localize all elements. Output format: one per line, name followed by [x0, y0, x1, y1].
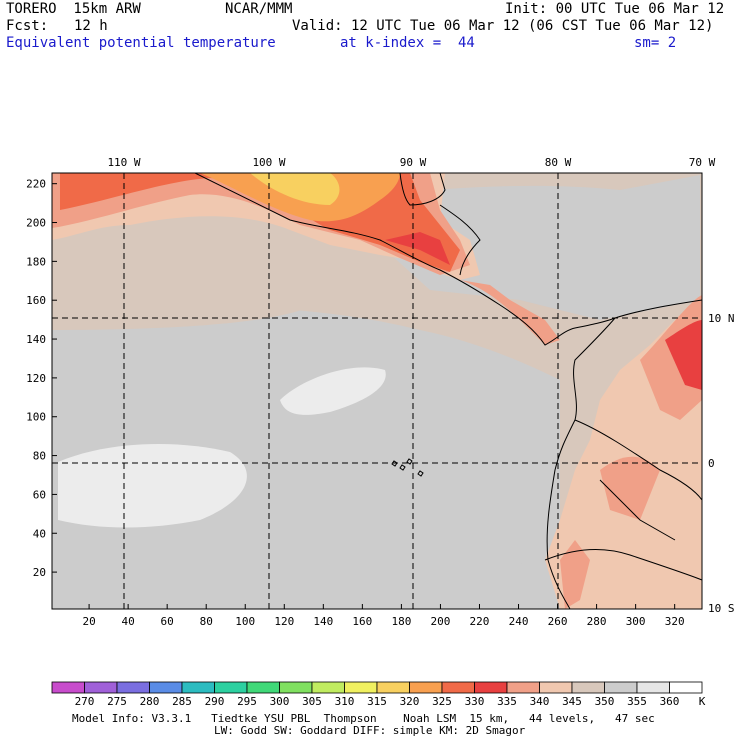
x-tick-label: 180 [391, 615, 411, 628]
organization: NCAR/MMM [225, 1, 293, 17]
colorbar-level: 290 [205, 695, 225, 708]
colorbar-swatch [84, 681, 118, 694]
y-tick-label: 20 [33, 566, 46, 579]
colorbar-level: 280 [140, 695, 160, 708]
level-info: at k-index = 44 [340, 35, 475, 51]
y-tick-label: 140 [26, 333, 46, 346]
lon-label: 100 W [252, 156, 285, 169]
lon-label: 80 W [545, 156, 572, 169]
colorbar-unit: K [699, 695, 706, 708]
x-tick-label: 200 [431, 615, 451, 628]
colorbar-swatch [344, 681, 378, 694]
colorbar-level: 305 [302, 695, 322, 708]
model-info: Model Info: V3.3.1 Tiedtke YSU PBL Thomp… [72, 712, 655, 725]
colorbar-level: 295 [237, 695, 257, 708]
x-tick-label: 140 [313, 615, 333, 628]
colorbar-swatch [669, 681, 703, 694]
colorbar-level: 320 [400, 695, 420, 708]
colorbar-swatch [246, 681, 280, 694]
colorbar-swatch [441, 681, 475, 694]
temperature-field [52, 173, 702, 609]
smoothing-info: sm= 2 [634, 35, 677, 51]
y-tick-label: 40 [33, 527, 46, 540]
colorbar-level: 350 [595, 695, 615, 708]
colorbar-level: 285 [172, 695, 192, 708]
colorbar-swatch [376, 681, 410, 694]
lat-label: 10 N [708, 312, 735, 325]
x-tick-label: 40 [122, 615, 135, 628]
colorbar-swatch [279, 681, 313, 694]
forecast-hour: 12 h [74, 18, 108, 34]
x-tick-label: 280 [587, 615, 607, 628]
forecast-label: Fcst: [6, 18, 49, 34]
x-tick-label: 100 [235, 615, 255, 628]
lon-label: 90 W [400, 156, 427, 169]
lon-label: 110 W [107, 156, 140, 169]
x-tick-label: 20 [82, 615, 95, 628]
colorbar-swatch [604, 681, 638, 694]
lon-label: 70 W [689, 156, 716, 169]
x-tick-label: 80 [200, 615, 213, 628]
colorbar-swatch [116, 681, 150, 694]
x-tick-label: 300 [626, 615, 646, 628]
colorbar-swatch [474, 681, 508, 694]
valid-time: Valid: 12 UTC Tue 06 Mar 12 (06 CST Tue … [292, 18, 714, 34]
x-tick-label: 260 [548, 615, 568, 628]
colorbar-level: 275 [107, 695, 127, 708]
colorbar-swatch [506, 681, 540, 694]
x-tick-label: 220 [470, 615, 490, 628]
tick-marks [52, 183, 676, 609]
plot-frame [51, 172, 703, 610]
x-tick-label: 120 [274, 615, 294, 628]
y-tick-label: 220 [26, 178, 46, 191]
x-tick-label: 160 [352, 615, 372, 628]
colorbar-level: 300 [270, 695, 290, 708]
init-time: Init: 00 UTC Tue 06 Mar 12 [505, 1, 725, 17]
colorbar-level: 355 [627, 695, 647, 708]
lat-label: 10 S [708, 602, 735, 615]
colorbar-swatch [181, 681, 215, 694]
x-tick-label: 320 [665, 615, 685, 628]
colorbar-level: 270 [75, 695, 95, 708]
colorbar [51, 681, 703, 694]
colorbar-level: 360 [660, 695, 680, 708]
colorbar-level: 310 [335, 695, 355, 708]
y-tick-label: 100 [26, 411, 46, 424]
colorbar-swatch [149, 681, 183, 694]
colorbar-level: 340 [530, 695, 550, 708]
physics-info: LW: Godd SW: Goddard DIFF: simple KM: 2D… [214, 724, 526, 737]
colorbar-level: 335 [497, 695, 517, 708]
y-tick-label: 160 [26, 294, 46, 307]
model-title: TORERO 15km ARW [6, 1, 141, 17]
lat-label: 0 [708, 457, 715, 470]
y-tick-label: 60 [33, 488, 46, 501]
coastlines [194, 173, 702, 609]
y-tick-label: 80 [33, 450, 46, 463]
colorbar-swatch [51, 681, 85, 694]
colorbar-swatch [311, 681, 345, 694]
colorbar-swatch [409, 681, 443, 694]
colorbar-swatch [539, 681, 573, 694]
field-name: Equivalent potential temperature [6, 35, 276, 51]
y-tick-label: 180 [26, 255, 46, 268]
colorbar-swatch [571, 681, 605, 694]
colorbar-level: 325 [432, 695, 452, 708]
colorbar-level: 315 [367, 695, 387, 708]
colorbar-swatch [214, 681, 248, 694]
x-tick-label: 240 [509, 615, 529, 628]
colorbar-level: 330 [465, 695, 485, 708]
y-tick-label: 200 [26, 217, 46, 230]
colorbar-level: 345 [562, 695, 582, 708]
gridlines [52, 173, 702, 609]
colorbar-swatch [636, 681, 670, 694]
x-tick-label: 60 [161, 615, 174, 628]
y-tick-label: 120 [26, 372, 46, 385]
